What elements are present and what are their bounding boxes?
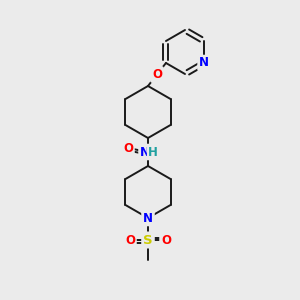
Text: N: N xyxy=(140,146,150,158)
Text: O: O xyxy=(161,233,171,247)
Text: H: H xyxy=(148,146,158,158)
Text: O: O xyxy=(125,233,135,247)
Text: N: N xyxy=(143,212,153,224)
Text: S: S xyxy=(143,233,153,247)
Text: O: O xyxy=(152,68,162,81)
Text: O: O xyxy=(123,142,133,154)
Text: N: N xyxy=(199,56,209,70)
